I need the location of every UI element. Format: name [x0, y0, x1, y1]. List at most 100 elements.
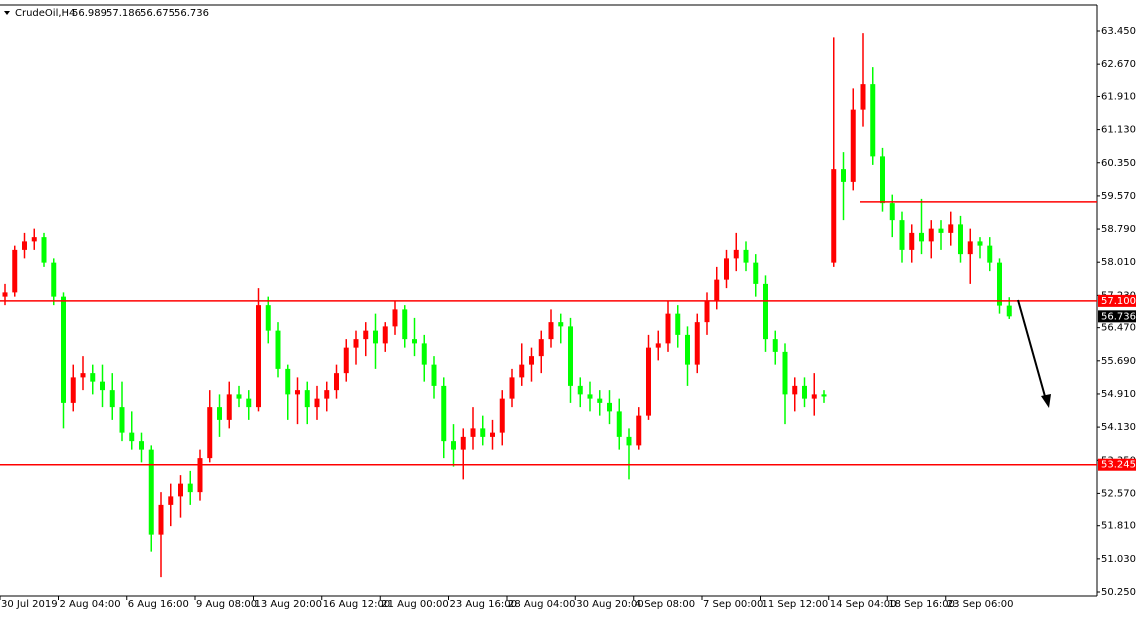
candle-body	[587, 394, 593, 399]
candle-body	[22, 241, 27, 250]
candle-body	[831, 169, 837, 263]
candle-body	[889, 203, 895, 221]
candle-body	[265, 305, 271, 331]
candle-body	[743, 249, 749, 263]
y-tick-label: 55.690	[1101, 356, 1136, 367]
candle-body	[226, 394, 232, 420]
candle-body	[919, 232, 924, 242]
candle-body	[597, 398, 603, 403]
y-tick-label: 61.130	[1101, 125, 1136, 136]
candle-body	[850, 109, 856, 182]
candle-body	[724, 258, 729, 280]
candle-body	[207, 407, 213, 459]
candle-body	[899, 220, 905, 250]
candle-body	[821, 394, 827, 397]
candle-body	[519, 364, 525, 378]
candle-body	[714, 279, 720, 301]
header-value: 56.736	[174, 8, 209, 19]
candle-body	[412, 339, 417, 344]
candle-body	[80, 373, 86, 378]
x-tick-label: 23 Aug 16:00	[450, 599, 517, 610]
y-tick-label: 61.910	[1101, 91, 1136, 102]
x-tick-label: 7 Sep 00:00	[703, 599, 763, 610]
candle-body	[694, 322, 700, 365]
candle-body	[977, 241, 983, 246]
candle-body	[70, 377, 76, 403]
candle-body	[958, 224, 963, 255]
candle-body	[51, 262, 57, 297]
x-tick-label: 23 Sep 06:00	[947, 599, 1014, 610]
x-tick-label: 18 Sep 16:00	[888, 599, 955, 610]
candle-body	[12, 249, 18, 293]
x-tick-label: 13 Aug 20:00	[255, 599, 322, 610]
y-tick-label: 63.450	[1101, 26, 1136, 37]
candle-body	[382, 326, 388, 344]
header-value: 56.989	[72, 8, 107, 19]
candle-body	[607, 402, 612, 412]
current-price-box	[1098, 310, 1136, 323]
candle-body	[470, 428, 476, 437]
candle-body	[402, 309, 408, 340]
y-tick-label: 60.350	[1101, 158, 1136, 169]
candle-body	[421, 343, 427, 365]
candle-body	[967, 241, 973, 255]
header: CrudeOil,H4 56.989 57.186 56.675 56.736	[15, 8, 209, 19]
candle-body	[928, 228, 934, 242]
candle-body	[61, 296, 66, 403]
candle-body	[675, 313, 681, 335]
candle-body	[246, 398, 252, 408]
header-value: 57.186	[106, 8, 141, 19]
y-tick-label: 59.570	[1101, 191, 1136, 202]
current-price-label: 56.736	[1101, 311, 1136, 322]
candle-body	[646, 347, 651, 416]
candle-body	[499, 398, 505, 433]
candle-body	[655, 343, 661, 348]
candle-body	[997, 262, 1002, 306]
menu-triangle[interactable]	[4, 11, 10, 15]
candle-body	[753, 262, 759, 284]
candle-body	[392, 309, 398, 327]
candle-body	[109, 390, 115, 408]
candle-body	[41, 237, 47, 263]
y-tick-label: 51.810	[1101, 521, 1136, 532]
x-tick-label: 9 Aug 08:00	[196, 599, 257, 610]
candle-body	[948, 224, 954, 233]
y-tick-label: 56.470	[1101, 323, 1136, 334]
candle-body	[1006, 305, 1012, 317]
x-tick-label: 16 Aug 12:00	[323, 599, 390, 610]
candle-body	[548, 322, 554, 340]
x-tick-label: 30 Jul 2019	[1, 599, 58, 610]
candle-body	[538, 339, 544, 357]
x-tick-label: 28 Aug 04:00	[508, 599, 575, 610]
candle-body	[987, 245, 993, 263]
candle-body	[168, 496, 174, 505]
candle-body	[636, 415, 642, 446]
candle-body	[187, 483, 193, 493]
level-label-box	[1098, 294, 1136, 307]
candle-body	[217, 407, 222, 420]
candle-body	[431, 364, 437, 386]
y-tick-label: 58.790	[1101, 224, 1136, 235]
candle-body	[285, 368, 291, 395]
candle-body	[792, 385, 798, 395]
candle-body	[870, 84, 876, 157]
x-tick-label: 6 Aug 16:00	[128, 599, 189, 610]
y-tick-label: 62.670	[1101, 59, 1136, 70]
y-tick-label: 54.910	[1101, 389, 1136, 400]
candle-body	[802, 385, 807, 399]
candle-body	[509, 377, 515, 399]
candle-body	[616, 411, 622, 437]
y-tick-label: 54.130	[1101, 422, 1136, 433]
candle-body	[197, 458, 203, 493]
candle-body	[158, 504, 164, 535]
candle-body	[353, 339, 359, 348]
candle-body	[343, 347, 349, 374]
arrow-head	[1041, 394, 1051, 408]
candle-body	[256, 305, 261, 408]
y-tick-label: 58.010	[1101, 257, 1136, 268]
x-tick-label: 30 Aug 20:00	[576, 599, 643, 610]
candle-body	[363, 330, 369, 340]
candle-body	[880, 156, 885, 204]
